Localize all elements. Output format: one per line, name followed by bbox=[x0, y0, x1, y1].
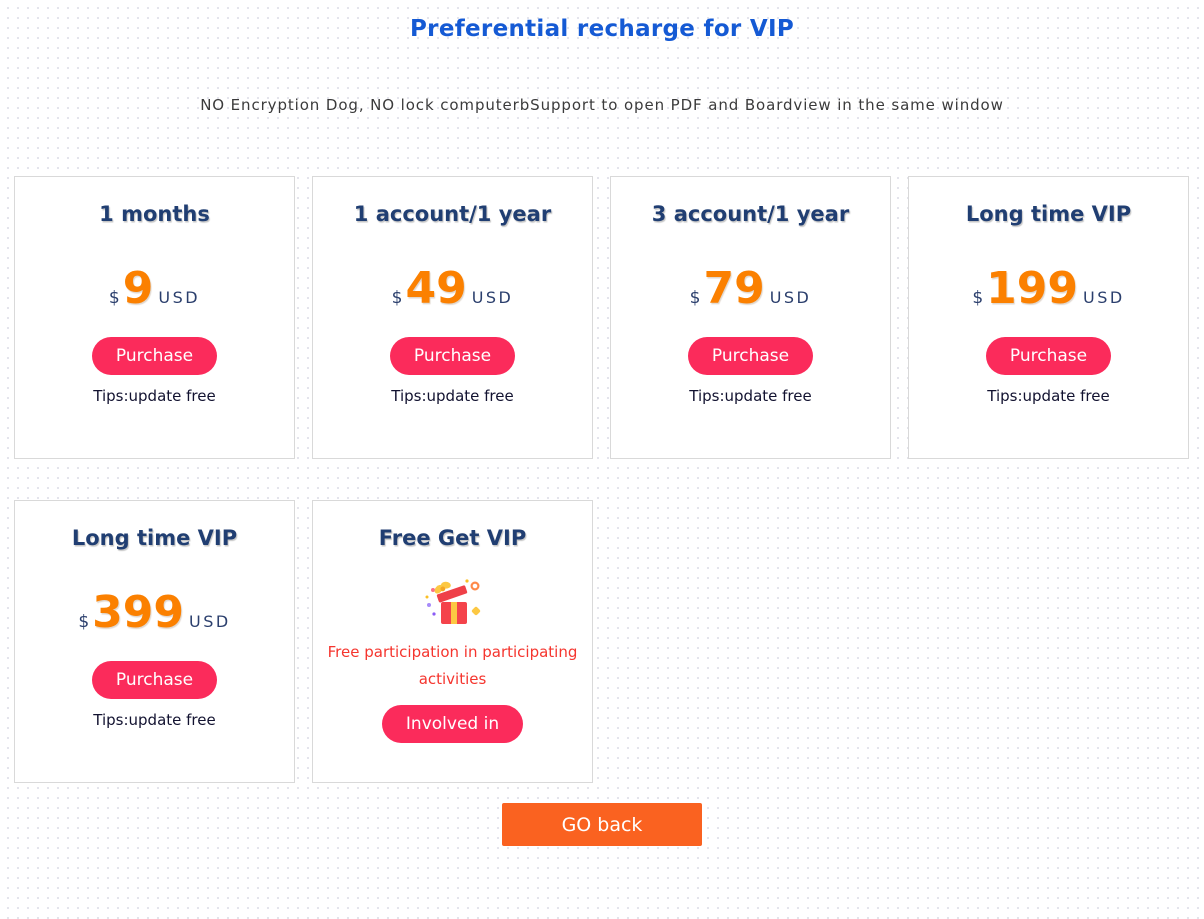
price-number: 399 bbox=[92, 587, 184, 638]
plan-tips: Tips:update free bbox=[987, 387, 1110, 405]
involved-in-button[interactable]: Involved in bbox=[381, 705, 524, 743]
currency-code: USD bbox=[189, 612, 231, 631]
plan-name: Long time VIP bbox=[71, 526, 238, 550]
plan-price: $ 9 USD bbox=[109, 263, 200, 315]
plan-card-long-time-vip-399: Long time VIP $ 399 USD Purchase Tips:up… bbox=[14, 500, 295, 783]
plan-tips: Tips:update free bbox=[689, 387, 812, 405]
go-back-row: GO back bbox=[0, 803, 1204, 846]
free-get-vip-card: Free Get VIP bbox=[312, 500, 593, 783]
purchase-button[interactable]: Purchase bbox=[91, 337, 218, 375]
page-title: Preferential recharge for VIP bbox=[410, 16, 794, 42]
plan-price: $ 199 USD bbox=[972, 263, 1124, 315]
purchase-button[interactable]: Purchase bbox=[985, 337, 1112, 375]
purchase-button[interactable]: Purchase bbox=[389, 337, 516, 375]
plan-card-3-account-1-year: 3 account/1 year $ 79 USD Purchase Tips:… bbox=[610, 176, 891, 459]
currency-symbol: $ bbox=[108, 288, 120, 308]
price-number: 199 bbox=[986, 263, 1078, 314]
plan-tips: Tips:update free bbox=[93, 711, 216, 729]
plan-name: Free Get VIP bbox=[378, 526, 527, 550]
plan-name: 3 account/1 year bbox=[651, 202, 850, 226]
gift-icon bbox=[424, 578, 482, 626]
currency-symbol: $ bbox=[391, 288, 403, 308]
go-back-button[interactable]: GO back bbox=[502, 803, 702, 846]
currency-code: USD bbox=[769, 288, 812, 307]
purchase-button[interactable]: Purchase bbox=[687, 337, 814, 375]
plan-price: $ 79 USD bbox=[690, 263, 812, 315]
plan-name: 1 account/1 year bbox=[353, 202, 552, 226]
plan-price: $ 49 USD bbox=[392, 263, 514, 315]
price-number: 79 bbox=[703, 263, 765, 314]
plan-card-1-account-1-year: 1 account/1 year $ 49 USD Purchase Tips:… bbox=[312, 176, 593, 459]
plans-grid: 1 months $ 9 USD Purchase Tips:update fr… bbox=[14, 176, 1190, 783]
plan-tips: Tips:update free bbox=[93, 387, 216, 405]
price-number: 49 bbox=[405, 263, 467, 314]
currency-code: USD bbox=[1083, 288, 1125, 307]
plan-name: Long time VIP bbox=[965, 202, 1132, 226]
plan-price: $ 399 USD bbox=[78, 587, 230, 639]
plan-card-1-months: 1 months $ 9 USD Purchase Tips:update fr… bbox=[14, 176, 295, 459]
price-number: 9 bbox=[122, 263, 154, 314]
currency-symbol: $ bbox=[78, 612, 90, 632]
plan-card-long-time-vip-199: Long time VIP $ 199 USD Purchase Tips:up… bbox=[908, 176, 1189, 459]
plan-tips: Tips:update free bbox=[391, 387, 514, 405]
currency-code: USD bbox=[471, 288, 514, 307]
page-subtitle: NO Encryption Dog, NO lock computerbSupp… bbox=[200, 96, 1004, 114]
purchase-button[interactable]: Purchase bbox=[91, 661, 218, 699]
currency-code: USD bbox=[158, 288, 201, 307]
currency-symbol: $ bbox=[689, 288, 701, 308]
plan-name: 1 months bbox=[99, 202, 210, 226]
promo-text-line1: Free participation in participating bbox=[327, 643, 578, 661]
currency-symbol: $ bbox=[972, 288, 984, 308]
promo-text-line2: activities bbox=[418, 670, 487, 688]
